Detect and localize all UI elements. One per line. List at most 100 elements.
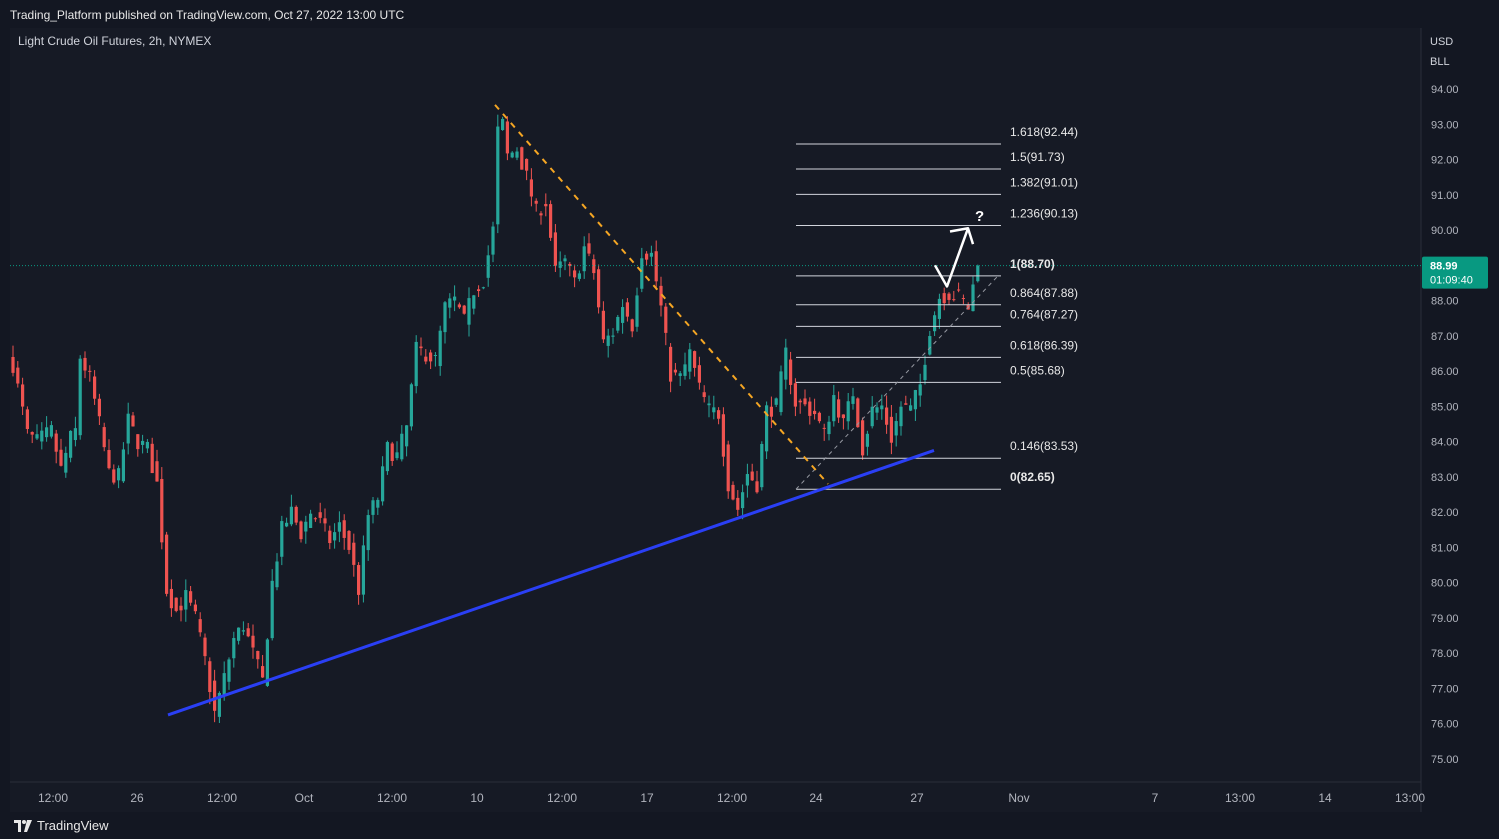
last-price-countdown: 01:09:40 [1430,275,1473,287]
candle-body [400,433,404,460]
candle-body [611,335,615,337]
candle-body [299,521,303,540]
projection-question-mark: ? [975,208,984,225]
y-tick-label: 83.00 [1431,472,1459,484]
candle-body [673,369,677,373]
candle-body [563,258,567,262]
descending-resistance-line[interactable] [494,104,829,485]
candle-body [443,302,447,333]
candle-body [793,383,797,407]
candle-body [645,253,649,260]
candle-body [16,367,20,384]
currency-label: USD [1430,36,1453,48]
y-tick-label: 80.00 [1431,578,1459,590]
tradingview-logo-icon [14,819,32,832]
candle-body [707,403,711,406]
fib-level-label: 1.382(91.01) [1010,175,1078,189]
x-tick-label: 12:00 [38,791,68,805]
candle-body [102,427,106,448]
candle-body [294,506,298,523]
candle-body [841,414,845,419]
candle-body [193,604,197,612]
candle-body [942,293,946,304]
y-tick-label: 81.00 [1431,542,1459,554]
last-price-value: 88.99 [1430,261,1458,273]
candle-body [347,530,351,550]
candle-body [304,521,308,532]
candle-body [957,289,961,291]
candle-body [361,545,365,595]
candle-body [827,421,831,435]
candle-body [813,410,817,415]
candle-body [232,638,236,659]
candle-body [597,269,601,308]
candle-body [97,398,101,417]
candle-body [165,534,169,594]
candle-body [357,565,361,595]
candle-body [131,415,135,427]
fib-level-label: 1.5(91.73) [1010,150,1065,164]
candle-body [976,265,980,282]
candle-body [726,444,730,492]
candle-body [664,306,668,333]
x-tick-label: 12:00 [547,791,577,805]
candle-body [904,403,908,405]
candle-body [971,284,975,312]
tradingview-brand[interactable]: TradingView [14,818,109,833]
candle-body [409,384,413,427]
candle-body [184,590,188,610]
candle-body [496,126,500,225]
candle-body [549,204,553,238]
candle-body [472,295,476,309]
fib-level-label: 1(88.70) [1010,257,1055,271]
candle-body [755,481,759,493]
fib-level-label: 0.864(87.88) [1010,286,1078,300]
candle-body [251,635,255,648]
candle-body [241,630,245,632]
candle-body [429,352,433,362]
candle-body [909,405,913,411]
y-tick-label: 82.00 [1431,507,1459,519]
candle-body [654,251,658,282]
candle-body [669,346,673,382]
candle-body [174,597,178,611]
candle-body [371,500,375,515]
candle-body [21,384,25,407]
candle-body [520,147,524,170]
candle-body [865,433,869,447]
candle-body [333,532,337,541]
ascending-support-trendline[interactable] [167,449,935,717]
candle-body [808,401,812,416]
candle-body [947,293,951,300]
fib-level-label: 0.618(86.39) [1010,338,1078,352]
candle-body [501,118,505,131]
projection-arrow-head [949,227,975,245]
candle-body [107,450,111,469]
candle-body [30,432,34,435]
candle-body [553,232,557,266]
y-tick-label: 79.00 [1431,613,1459,625]
candle-body [64,452,68,473]
y-tick-label: 87.00 [1431,331,1459,343]
candle-body [136,434,140,450]
candle-body [337,522,341,532]
chart-area[interactable]: USDBLL94.0093.0092.0091.0090.0089.0088.0… [10,28,1499,812]
fib-diagonal-line [795,275,999,490]
projection-arrow [933,227,970,288]
candle-body [73,428,77,441]
candle-body [467,298,471,325]
x-tick-label: 24 [809,791,823,805]
candle-body [741,492,745,509]
candle-body [323,518,327,524]
candle-body [270,580,274,639]
chart-svg[interactable]: USDBLL94.0093.0092.0091.0090.0089.0088.0… [10,28,1499,812]
candle-body [366,515,370,551]
x-tick-label: 13:00 [1225,791,1255,805]
y-tick-label: 94.00 [1431,84,1459,96]
x-tick-label: Nov [1008,791,1029,805]
candle-body [558,261,562,268]
candle-body [491,226,495,255]
candle-body [45,427,49,438]
candle-body [328,530,332,544]
candle-body [640,258,644,289]
